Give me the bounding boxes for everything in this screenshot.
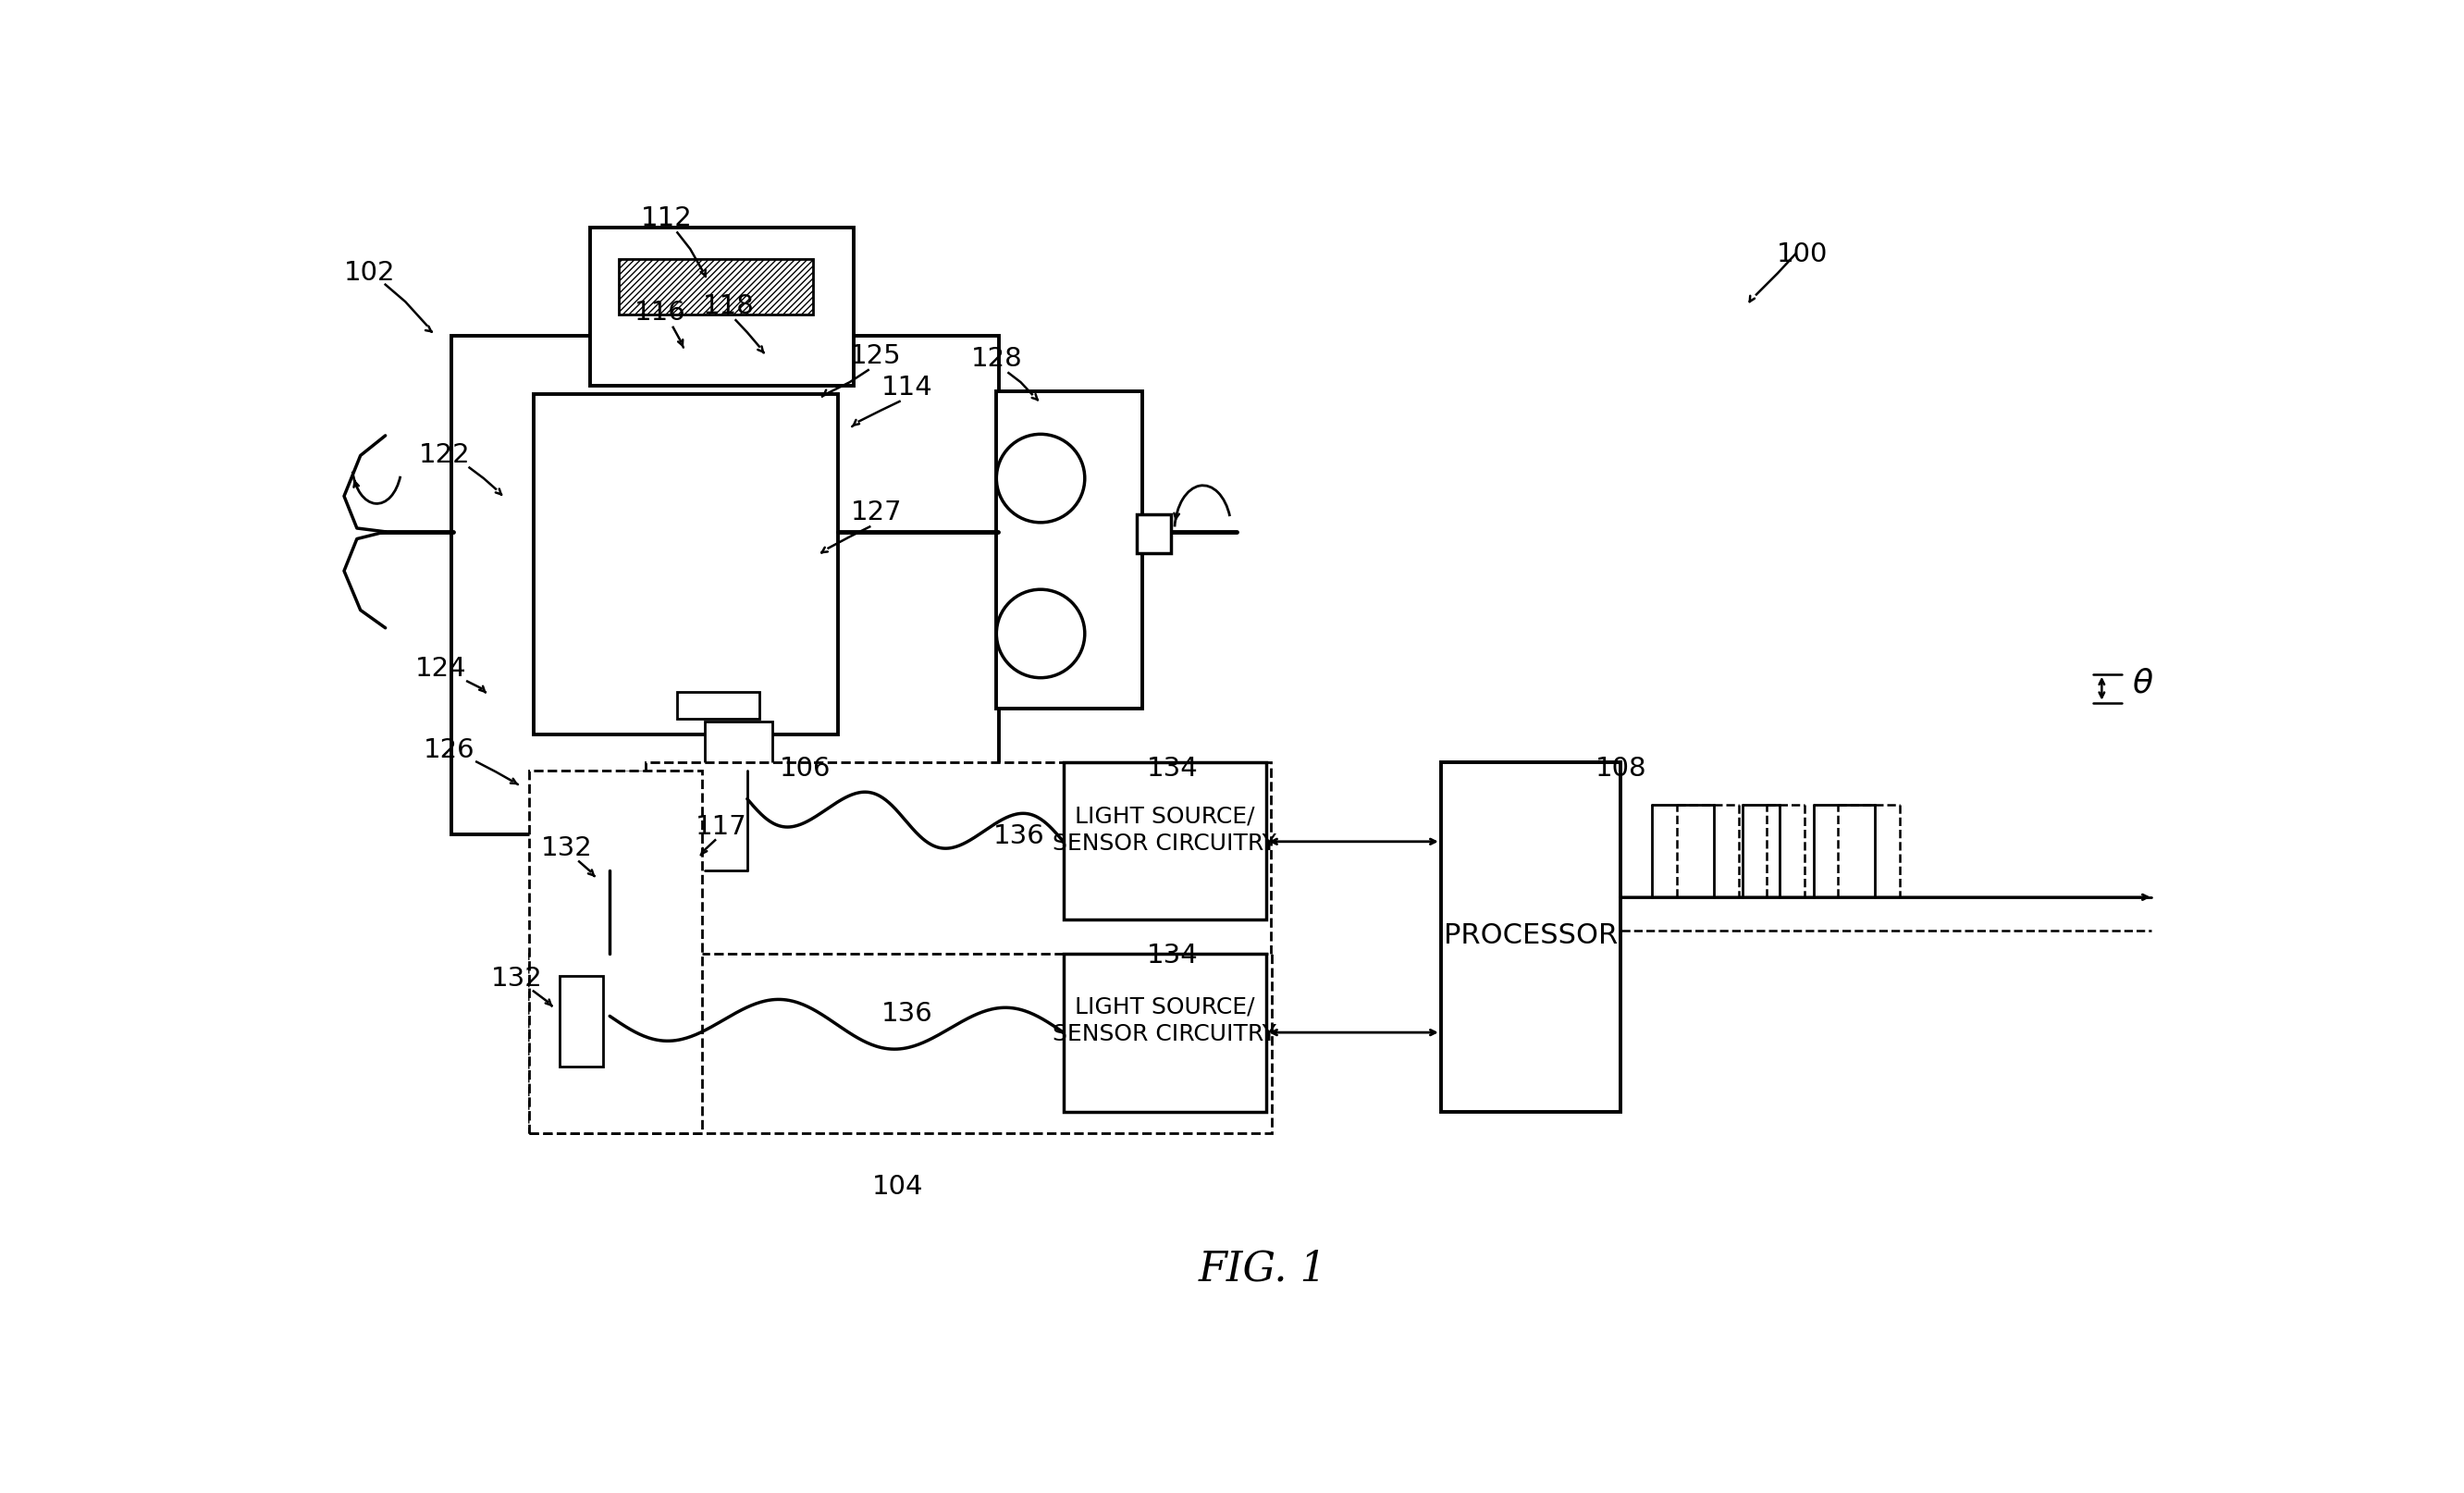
Text: $\theta$: $\theta$: [2131, 667, 2154, 699]
Text: SENSOR CIRCUITRY: SENSOR CIRCUITRY: [1052, 1023, 1276, 1045]
Text: 136: 136: [993, 823, 1045, 850]
Bar: [618, 258, 813, 315]
Text: 106: 106: [781, 755, 830, 782]
Bar: [1064, 761, 1266, 920]
Text: LIGHT SOURCE/: LIGHT SOURCE/: [1074, 996, 1254, 1018]
Text: 118: 118: [702, 293, 754, 320]
Text: FIG. 1: FIG. 1: [1198, 1250, 1328, 1288]
Text: 117: 117: [695, 814, 747, 841]
Bar: [995, 391, 1143, 708]
Text: 104: 104: [872, 1173, 924, 1200]
Bar: [1441, 761, 1621, 1112]
Bar: [646, 761, 1271, 956]
Bar: [719, 785, 759, 836]
Bar: [1136, 514, 1170, 552]
Bar: [618, 772, 813, 815]
Text: 122: 122: [419, 442, 471, 469]
Bar: [451, 336, 1000, 835]
Bar: [1064, 954, 1266, 1112]
Text: 132: 132: [490, 966, 542, 991]
Bar: [559, 975, 604, 1066]
Text: 112: 112: [641, 206, 692, 231]
Text: 108: 108: [1594, 755, 1646, 782]
Text: PROCESSOR: PROCESSOR: [1444, 923, 1619, 950]
Text: 134: 134: [1146, 942, 1198, 969]
Text: 102: 102: [345, 260, 394, 287]
Bar: [705, 723, 771, 770]
Bar: [530, 954, 1271, 1133]
Text: 128: 128: [971, 346, 1023, 372]
Text: 116: 116: [636, 300, 685, 325]
Bar: [535, 394, 838, 735]
Text: 124: 124: [416, 657, 466, 682]
Bar: [678, 691, 759, 720]
Text: 114: 114: [882, 375, 931, 400]
Bar: [591, 227, 855, 385]
Text: 134: 134: [1146, 755, 1198, 782]
Bar: [530, 770, 702, 1133]
Text: SENSOR CIRCUITRY: SENSOR CIRCUITRY: [1052, 833, 1276, 855]
Text: 125: 125: [850, 343, 902, 369]
Text: 126: 126: [424, 738, 476, 763]
Text: 100: 100: [1777, 240, 1828, 267]
Text: 132: 132: [542, 836, 594, 861]
Text: 127: 127: [850, 500, 902, 526]
Text: LIGHT SOURCE/: LIGHT SOURCE/: [1074, 806, 1254, 827]
Text: 136: 136: [882, 1000, 931, 1027]
